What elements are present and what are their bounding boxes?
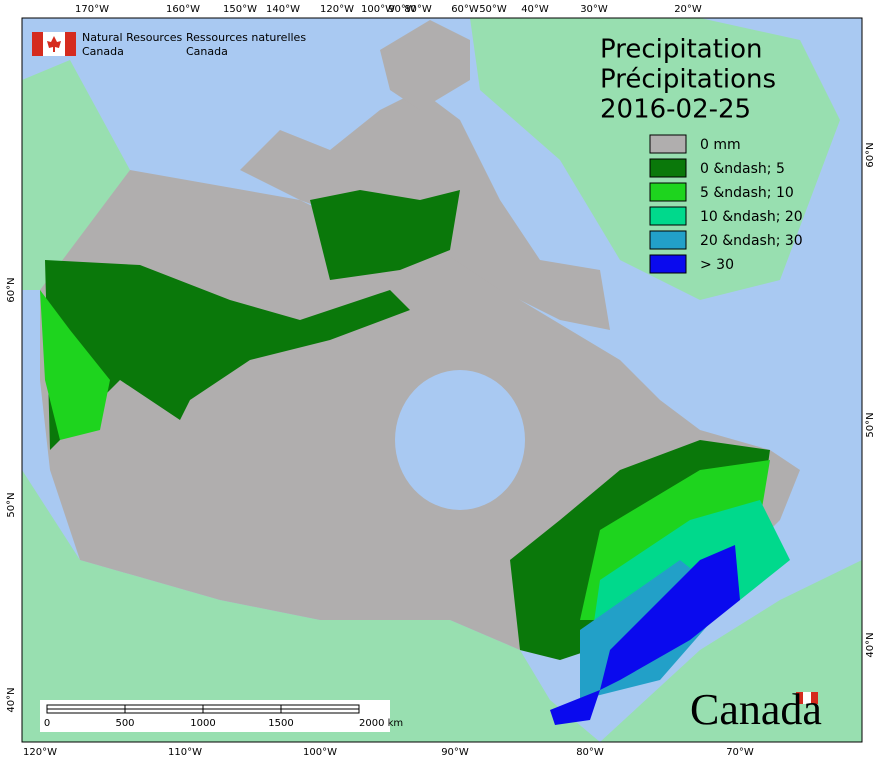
scale-label: 0 [44, 718, 50, 729]
map-body [21, 17, 863, 743]
wordmark: Canada [690, 685, 822, 734]
title-line: Précipitations [600, 65, 776, 95]
left-tick-label: 40°N [6, 687, 17, 712]
scale-label: 2000 km [359, 718, 403, 729]
precip-bc [40, 290, 110, 440]
top-tick-label: 100°W [361, 4, 395, 15]
top-tick-label: 20°W [674, 4, 702, 15]
scale-segment [46, 708, 126, 714]
right-tick-label: 50°N [865, 412, 876, 437]
top-tick-label: 40°W [521, 4, 549, 15]
bottom-tick-label: 110°W [168, 747, 202, 758]
legend-swatch [649, 182, 687, 202]
right-tick-label: 60°N [865, 142, 876, 167]
top-tick-label: 120°W [320, 4, 354, 15]
alaska [22, 60, 130, 290]
scale-segment [124, 704, 204, 710]
top-tick-label: 160°W [166, 4, 200, 15]
top-tick-label: 90°W [388, 4, 416, 15]
left-tick-label: 50°N [6, 492, 17, 517]
legend-label: 0 &ndash; 5 [700, 161, 785, 177]
flag-right [65, 32, 76, 56]
legend-swatch [649, 230, 687, 250]
hudson-bay [395, 370, 525, 510]
precip-ontario-30 [550, 690, 600, 725]
legend-swatch [649, 206, 687, 226]
legend-label: 10 &ndash; 20 [700, 209, 803, 225]
legend-label: > 30 [700, 257, 734, 273]
top-tick-label: 30°W [580, 4, 608, 15]
wordmark-flag-white [803, 692, 811, 704]
scale-label: 1500 [268, 718, 293, 729]
bottom-tick-label: 70°W [726, 747, 754, 758]
legend-swatch [649, 134, 687, 154]
agency-en: Canada [82, 45, 124, 58]
top-tick-label: 50°W [479, 4, 507, 15]
map-frame [21, 17, 863, 743]
agency-fr: Ressources naturelles [186, 31, 306, 44]
scale-label: 1000 [190, 718, 215, 729]
bottom-tick-label: 120°W [23, 747, 57, 758]
logo [32, 32, 76, 56]
bottom-tick-label: 90°W [441, 747, 469, 758]
legend-label: 5 &ndash; 10 [700, 185, 794, 201]
united-states [22, 470, 600, 742]
title-line: 2016-02-25 [600, 95, 751, 125]
scale-segment [202, 708, 282, 714]
precip-east-30 [600, 545, 740, 690]
scale-segment [124, 708, 204, 714]
legend-swatch [649, 158, 687, 178]
title-line: Precipitation [600, 35, 763, 65]
legend-swatch [649, 254, 687, 274]
maple-leaf [47, 36, 61, 52]
ellesmere [380, 20, 470, 110]
bottom-tick-label: 100°W [303, 747, 337, 758]
left-tick-label: 60°N [6, 277, 17, 302]
top-tick-label: 80°W [404, 4, 432, 15]
scale-segment [280, 704, 360, 710]
top-tick-label: 140°W [266, 4, 300, 15]
scale-segment [202, 704, 282, 710]
legend-label: 0 mm [700, 137, 741, 153]
agency-fr: Canada [186, 45, 228, 58]
legend-label: 20 &ndash; 30 [700, 233, 803, 249]
flag-left [32, 32, 43, 56]
precip-arctic [310, 190, 460, 280]
top-tick-label: 150°W [223, 4, 257, 15]
scale-segment [46, 704, 126, 710]
right-tick-label: 40°N [865, 632, 876, 657]
scale-label: 500 [115, 718, 134, 729]
top-tick-label: 60°W [451, 4, 479, 15]
bottom-tick-label: 80°W [576, 747, 604, 758]
scale-segment [280, 708, 360, 714]
agency-en: Natural Resources [82, 31, 183, 44]
top-tick-label: 170°W [75, 4, 109, 15]
precip-northwest [45, 260, 410, 450]
